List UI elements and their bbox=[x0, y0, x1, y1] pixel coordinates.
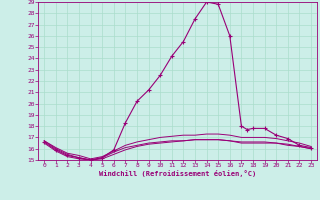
X-axis label: Windchill (Refroidissement éolien,°C): Windchill (Refroidissement éolien,°C) bbox=[99, 170, 256, 177]
